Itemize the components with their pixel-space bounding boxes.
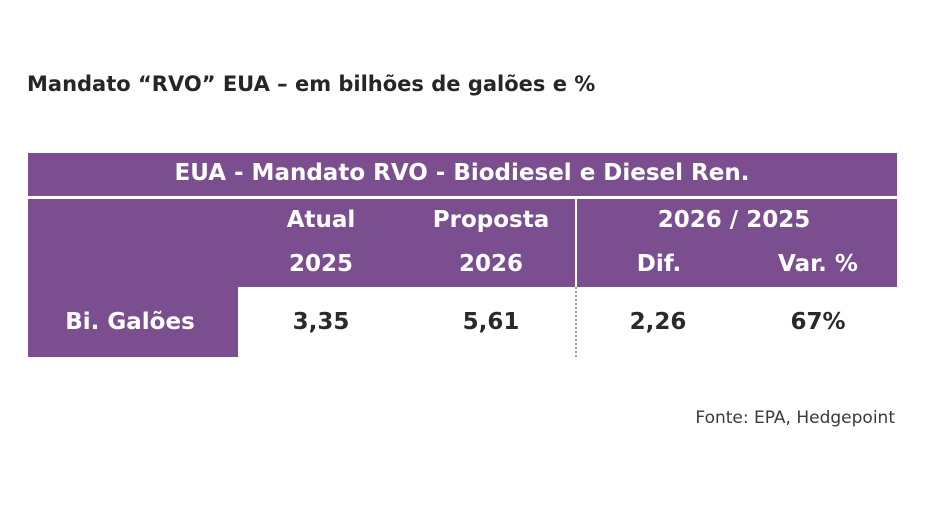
table-title: EUA - Mandato RVO - Biodiesel e Diesel R… [174,160,750,186]
cell-dif: 2,26 [629,309,687,335]
header-column-divider [575,199,577,287]
header-separator [28,196,897,199]
chart-title: Mandato “RVO” EUA – em bilhões de galões… [27,72,596,96]
header-dif: Dif. [636,251,682,277]
row-label-galoes: Bi. Galões [65,309,195,335]
source-note: Fonte: EPA, Hedgepoint [695,408,895,428]
table-header-band [28,153,897,287]
header-comparison: 2026 / 2025 [657,207,811,233]
cell-var-pct: 67% [790,309,846,335]
header-var-pct: Var. % [778,251,858,277]
header-proposta: Proposta [432,207,550,233]
cell-atual-2025: 3,35 [292,309,350,335]
row-label-band [28,287,238,357]
rvo-table: EUA - Mandato RVO - Biodiesel e Diesel R… [28,153,897,357]
header-proposta-year: 2026 [458,251,524,277]
header-atual: Atual [286,207,356,233]
header-atual-year: 2025 [288,251,354,277]
cell-proposta-2026: 5,61 [462,309,520,335]
data-column-divider [575,287,577,357]
